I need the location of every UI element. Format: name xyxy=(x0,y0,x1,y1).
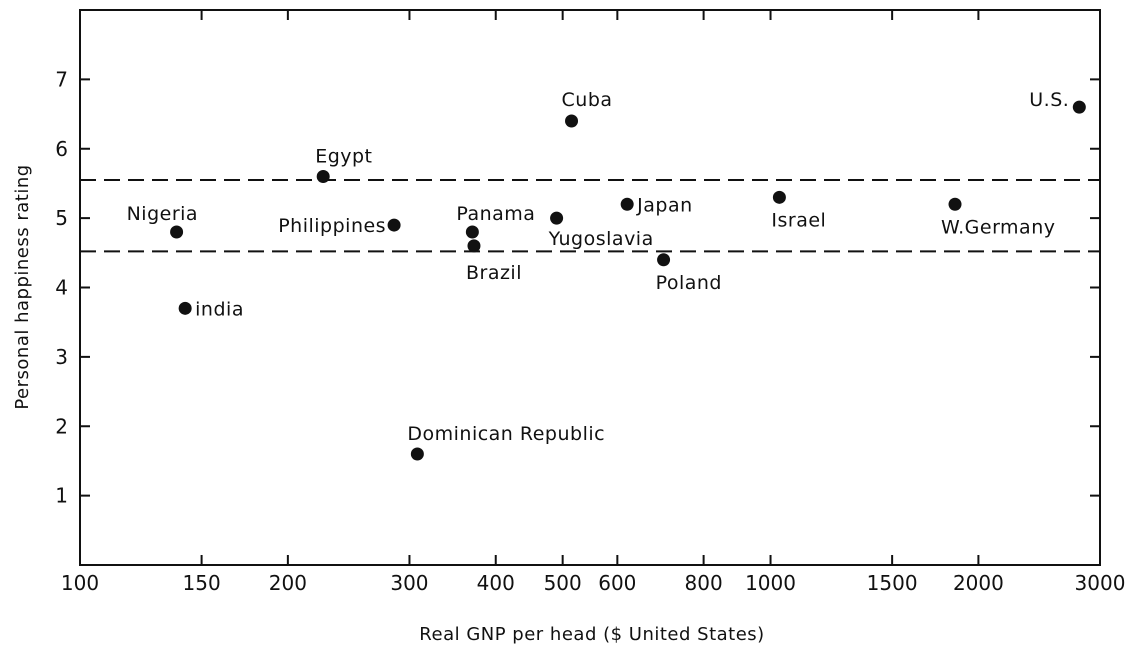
point-label-cuba: Cuba xyxy=(562,89,613,111)
point-cuba xyxy=(565,114,579,128)
y-tick-label-3: 4 xyxy=(55,276,68,300)
y-axis-ticks: 1 2 3 4 5 6 7 xyxy=(55,67,1100,508)
x-tick-label-9: 1500 xyxy=(867,571,918,595)
point-label-u-s: U.S. xyxy=(1029,89,1069,111)
x-tick-label-2: 200 xyxy=(269,571,307,595)
y-tick-label-4: 5 xyxy=(55,206,68,230)
point-label-egypt: Egypt xyxy=(315,146,372,168)
point-label-india: india xyxy=(195,298,244,320)
point-label-nigeria: Nigeria xyxy=(127,203,198,225)
x-axis-ticks: 100 150 200 300 400 500 600 800 1000 1500 2000 3000 xyxy=(61,10,1126,595)
point-u-s xyxy=(1072,100,1086,114)
point-label-w-germany: W.Germany xyxy=(941,216,1055,238)
y-axis-title: Personal happiness rating xyxy=(12,164,33,409)
x-tick-label-3: 300 xyxy=(390,571,428,595)
y-tick-label-5: 6 xyxy=(55,137,68,161)
point-label-poland: Poland xyxy=(656,272,722,294)
point-label-philippines: Philippines xyxy=(278,215,386,237)
point-poland xyxy=(657,253,671,267)
point-india xyxy=(178,301,192,315)
x-tick-label-1: 150 xyxy=(183,571,221,595)
x-tick-label-4: 400 xyxy=(477,571,515,595)
x-tick-label-11: 3000 xyxy=(1075,571,1126,595)
point-label-japan: Japan xyxy=(636,194,693,216)
point-yugoslavia xyxy=(550,211,564,225)
x-axis-title: Real GNP per head ($ United States) xyxy=(419,624,764,645)
x-tick-label-10: 2000 xyxy=(953,571,1004,595)
x-tick-label-6: 600 xyxy=(598,571,636,595)
point-nigeria xyxy=(170,225,184,239)
x-tick-label-5: 500 xyxy=(544,571,582,595)
point-philippines xyxy=(387,218,401,232)
x-tick-label-8: 1000 xyxy=(745,571,796,595)
x-tick-label-7: 800 xyxy=(685,571,723,595)
point-label-dominican-republic: Dominican Republic xyxy=(407,423,605,445)
point-panama xyxy=(465,225,479,239)
reference-lines xyxy=(80,178,1100,253)
point-brazil xyxy=(467,239,481,253)
point-label-panama: Panama xyxy=(456,203,535,225)
x-tick-label-0: 100 xyxy=(61,571,99,595)
point-egypt xyxy=(316,170,330,183)
point-w-germany xyxy=(948,197,962,211)
point-label-brazil: Brazil xyxy=(466,262,522,284)
y-tick-label-0: 1 xyxy=(55,484,68,508)
data-points: Nigeria india Egypt Philippines Dominican Re… xyxy=(127,89,1086,461)
point-israel xyxy=(772,190,786,204)
point-dominican-republic xyxy=(410,447,424,461)
y-tick-label-2: 3 xyxy=(55,345,68,369)
point-label-israel: Israel xyxy=(771,209,826,231)
y-tick-label-1: 2 xyxy=(55,414,68,438)
point-japan xyxy=(620,197,634,211)
y-tick-label-6: 7 xyxy=(55,67,68,91)
point-label-yugoslavia: Yugoslavia xyxy=(548,228,654,250)
